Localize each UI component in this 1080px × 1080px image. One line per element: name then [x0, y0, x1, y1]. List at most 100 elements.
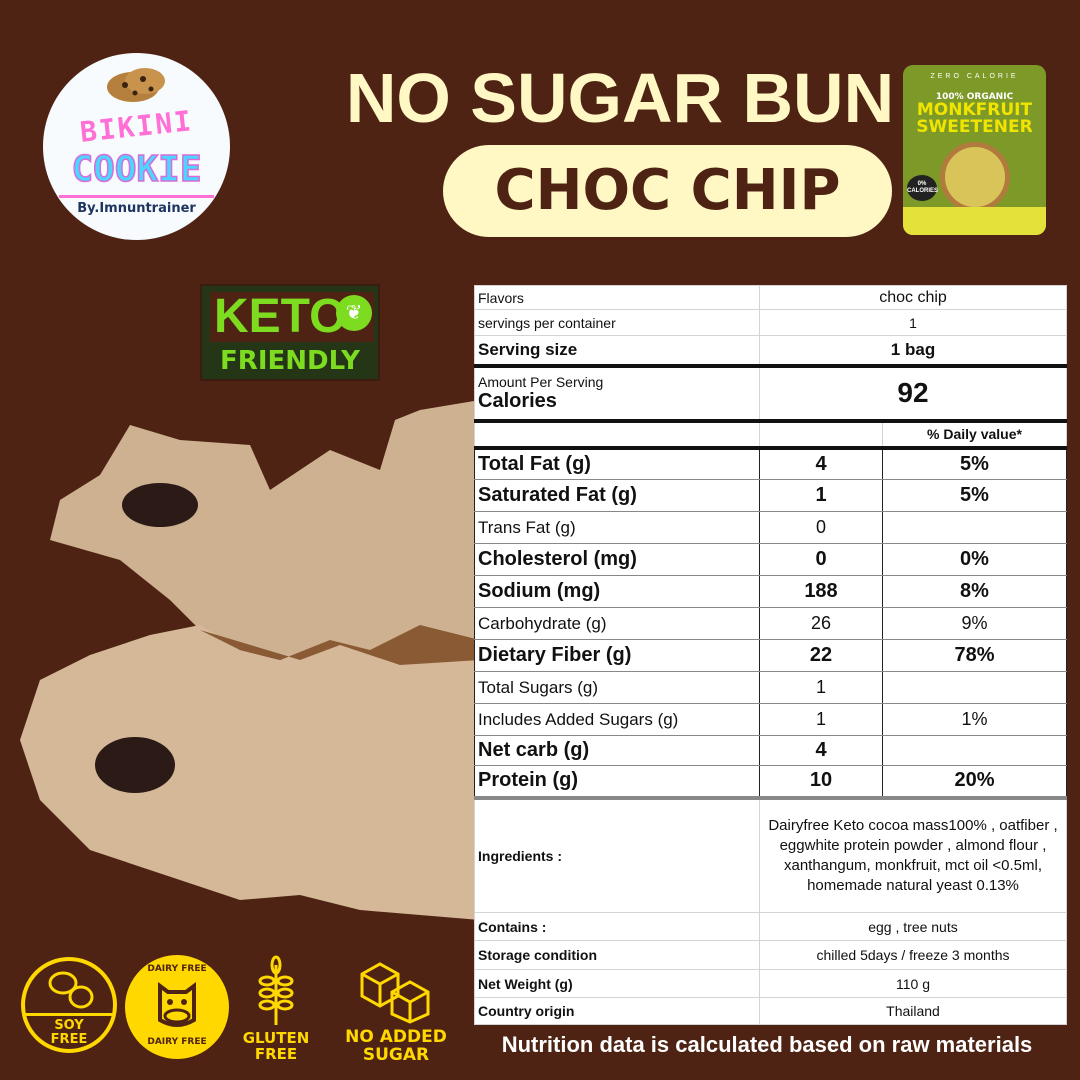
nutrition-table: Flavors choc chip servings per container 1…	[474, 285, 1067, 1025]
storage-value: chilled 5days / freeze 3 months	[759, 940, 1067, 970]
badge-line2: DAIRY FREE	[147, 1037, 207, 1047]
footnote: Nutrition data is calculated based on ra…	[501, 1032, 1033, 1057]
nutrient-row: Net carb (g) 4	[474, 735, 1067, 766]
badge-line1: GLUTEN	[242, 1029, 310, 1047]
nutrient-dv	[882, 511, 1067, 544]
nutrient-dv: 8%	[882, 575, 1067, 608]
bag-bottom-band	[903, 207, 1046, 235]
leaf-icon: ❦	[336, 295, 372, 331]
nutrient-dv: 1%	[882, 703, 1067, 736]
servings-value: 1	[759, 309, 1067, 336]
badge-line1: NO ADDED	[345, 1027, 447, 1047]
nutrient-dv: 5%	[882, 479, 1067, 512]
nutrient-label: Includes Added Sugars (g)	[474, 703, 760, 736]
nutrient-row: Total Sugars (g) 1	[474, 671, 1067, 704]
servings-label: servings per container	[474, 309, 760, 336]
nutrient-label: Sodium (mg)	[474, 575, 760, 608]
bag-top-text: ZERO CALORIE	[930, 73, 1019, 80]
badge-line2: FREE	[50, 1032, 88, 1047]
empty-cell	[474, 420, 760, 448]
nutrient-dv: 20%	[882, 765, 1067, 800]
nutrient-value: 1	[759, 479, 883, 512]
page-title: NO SUGAR BUN	[345, 59, 895, 137]
serving-size-label: Serving size	[474, 335, 760, 368]
nutrient-label: Carbohydrate (g)	[474, 607, 760, 640]
nutrient-value: 1	[759, 671, 883, 704]
brand-byline: By.Imnuntrainer	[77, 201, 196, 216]
nutrient-row: Dietary Fiber (g) 22 78%	[474, 639, 1067, 672]
nutrient-row: Trans Fat (g) 0	[474, 511, 1067, 544]
nutrient-value: 4	[759, 735, 883, 766]
empty-cell	[759, 420, 883, 448]
storage-label: Storage condition	[474, 940, 760, 970]
weight-label: Net Weight (g)	[474, 969, 760, 998]
serving-size-value: 1 bag	[759, 335, 1067, 368]
nutrient-row: Total Fat (g) 4 5%	[474, 447, 1067, 480]
divider	[25, 1013, 113, 1016]
nutrient-row: Carbohydrate (g) 26 9%	[474, 607, 1067, 640]
nutrient-label: Total Sugars (g)	[474, 671, 760, 704]
nutrient-label: Dietary Fiber (g)	[474, 639, 760, 672]
nutrient-value: 1	[759, 703, 883, 736]
brand-line1: BIKINI	[78, 104, 195, 149]
origin-value: Thailand	[759, 997, 1067, 1025]
nutrient-label: Saturated Fat (g)	[474, 479, 760, 512]
brand-logo: BIKINI COOKIE By.Imnuntrainer	[43, 53, 230, 240]
flavors-value: choc chip	[759, 285, 1067, 310]
nutrient-value: 0	[759, 543, 883, 576]
contains-value: egg , tree nuts	[759, 912, 1067, 941]
bag-calorie-badge: 0% CALORIES	[907, 175, 938, 201]
nutrient-dv: 9%	[882, 607, 1067, 640]
nutrient-label: Total Fat (g)	[474, 447, 760, 480]
amount-label: Amount Per Serving	[478, 373, 604, 390]
nutrient-value: 22	[759, 639, 883, 672]
calories-label: Calories	[478, 389, 557, 412]
cookie-icon	[107, 68, 165, 102]
sugar-cube-icon	[360, 962, 430, 1024]
nutrient-row: Protein (g) 10 20%	[474, 765, 1067, 800]
contains-label: Contains :	[474, 912, 760, 941]
divider	[59, 195, 214, 198]
nutrient-dv	[882, 671, 1067, 704]
nutrient-row: Cholesterol (mg) 0 0%	[474, 543, 1067, 576]
soybean-icon	[48, 971, 94, 1009]
badge-line1: DAIRY FREE	[147, 964, 207, 974]
weight-value: 110 g	[759, 969, 1067, 998]
calories-value: 92	[759, 365, 1067, 423]
nutrient-value: 26	[759, 607, 883, 640]
no-added-sugar-badge: NO ADDED SUGAR	[335, 962, 457, 1064]
bag-name2: SWEETENER	[916, 117, 1033, 137]
bun-photo	[20, 400, 480, 920]
nutrient-value: 4	[759, 447, 883, 480]
gluten-free-badge: GLUTEN FREE	[236, 955, 316, 1062]
nutrient-row: Includes Added Sugars (g) 1 1%	[474, 703, 1067, 736]
ingredients-label: Ingredients :	[474, 797, 760, 913]
keto-friendly-badge: KETO ❦ FRIENDLY	[200, 284, 380, 381]
brand-line2: COOKIE	[71, 148, 203, 191]
badge-line1: SOY	[54, 1018, 84, 1033]
nutrient-value: 188	[759, 575, 883, 608]
calories-cell: Amount Per Serving Calories	[474, 365, 760, 423]
flavors-label: Flavors	[474, 285, 760, 310]
soy-free-badge: SOY FREE	[21, 957, 117, 1053]
cow-icon	[158, 982, 196, 1027]
spoon-icon	[939, 142, 1010, 212]
bag-name1: MONKFRUIT	[916, 100, 1033, 120]
wheat-icon	[258, 955, 294, 1025]
monkfruit-sweetener-bag: ZERO CALORIE 100% ORGANIC MONKFRUIT SWEE…	[903, 65, 1046, 235]
dairy-free-badge: DAIRY FREE DAIRY FREE	[125, 955, 229, 1059]
nutrient-dv	[882, 735, 1067, 766]
origin-label: Country origin	[474, 997, 760, 1025]
nutrient-row: Sodium (mg) 188 8%	[474, 575, 1067, 608]
nutrient-label: Trans Fat (g)	[474, 511, 760, 544]
nutrient-dv: 5%	[882, 447, 1067, 480]
nutrient-value: 0	[759, 511, 883, 544]
nutrient-label: Protein (g)	[474, 765, 760, 800]
nutrient-row: Saturated Fat (g) 1 5%	[474, 479, 1067, 512]
nutrient-label: Net carb (g)	[474, 735, 760, 766]
daily-value-header: % Daily value*	[882, 420, 1067, 448]
nutrient-label: Cholesterol (mg)	[474, 543, 760, 576]
keto-text: KETO	[210, 292, 374, 342]
nutrient-dv: 78%	[882, 639, 1067, 672]
badge-line2: SUGAR	[362, 1045, 430, 1065]
